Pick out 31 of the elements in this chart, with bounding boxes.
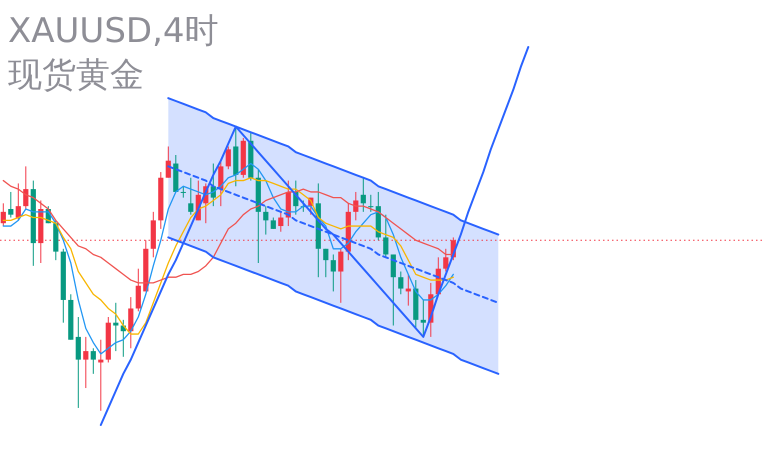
candlestick [113,302,118,352]
candlestick [368,194,374,212]
candlestick [338,248,344,304]
candlestick [226,146,231,170]
candlestick [398,271,404,295]
candlestick [76,316,81,408]
candlestick [278,211,284,232]
candlestick [383,214,388,258]
chart-title: XAUUSD,4时 [8,11,219,51]
candlestick [406,274,411,306]
candlestick [136,268,141,312]
candlestick [83,336,88,389]
candlestick [23,166,28,210]
candlestick [90,348,96,374]
candlestick [270,217,276,230]
candlestick [218,160,224,207]
candlestick [390,254,396,326]
candlestick [98,339,104,412]
candlestick [263,206,268,236]
candlestick [0,202,6,227]
candlestick [8,191,14,218]
candlestick [323,248,328,278]
candlestick [188,177,194,216]
candlestick [360,177,366,212]
chart-subtitle: 现货黄金 [8,55,144,95]
candlestick [16,182,21,221]
candlestick [128,296,134,349]
candlestick [330,254,336,292]
candlestick [353,191,358,221]
candlestick [443,248,448,272]
candlestick [180,186,186,198]
